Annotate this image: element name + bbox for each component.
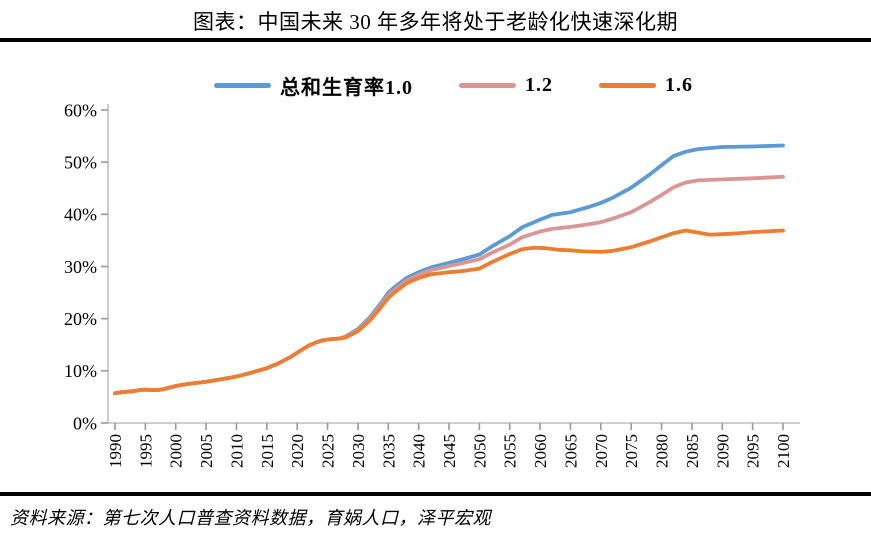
legend-line-swatch-blue [214,82,271,88]
x-tick-label: 2095 [744,434,763,468]
x-tick-label: 2085 [683,434,702,468]
x-tick-label: 2045 [440,434,459,468]
chart-legend: 总和生育率1.0 1.2 1.6 [214,70,693,100]
x-tick-label: 2060 [531,434,550,468]
x-tick-label: 1995 [136,434,155,468]
legend-label-fertility-1-0: 总和生育率1.0 [280,76,413,99]
y-tick-label: 40% [64,205,97,225]
x-tick-label: 2090 [713,434,732,468]
y-tick-label: 10% [64,361,97,381]
series-line-1.6 [113,228,785,396]
legend-label-fertility-1-6: 1.6 [665,73,693,96]
series-line-1.2 [113,174,785,396]
bottom-divider [0,492,871,496]
x-tick-label: 2030 [349,434,368,468]
y-tick-label: 30% [64,257,97,277]
x-tick-label: 2040 [410,434,429,468]
chart-title: 图表：中国未来 30 年多年将处于老龄化快速深化期 [193,10,678,34]
x-tick-label: 2025 [319,434,338,468]
x-tick-label: 2055 [501,434,520,468]
x-tick-label: 2070 [592,434,611,468]
x-tick-label: 2010 [227,434,246,468]
legend-line-swatch-pink [459,82,516,88]
x-tick-label: 2100 [774,434,793,468]
x-tick-label: 1990 [106,434,125,468]
x-tick-label: 2035 [379,434,398,468]
legend-label-fertility-1-2: 1.2 [525,73,553,96]
x-tick-label: 2050 [470,434,489,468]
source-note: 资料来源：第七次人口普查资料数据，育娲人口，泽平宏观 [10,508,491,528]
x-tick-label: 2000 [167,434,186,468]
x-tick-label: 2080 [653,434,672,468]
top-divider [0,38,871,42]
x-tick-label: 2065 [561,434,580,468]
x-tick-label: 2020 [288,434,307,468]
legend-line-swatch-orange [599,82,656,88]
legend-item-fertility-1-0: 总和生育率1.0 [214,71,413,100]
y-tick-label: 50% [64,152,97,172]
y-tick-label: 0% [73,413,97,433]
legend-item-fertility-1-6: 1.6 [599,74,693,97]
x-tick-label: 2075 [622,434,641,468]
x-tick-label: 2015 [258,434,277,468]
y-tick-label: 20% [64,309,97,329]
legend-item-fertility-1-2: 1.2 [459,74,553,97]
y-tick-label: 60% [64,100,97,120]
x-tick-label: 2005 [197,434,216,468]
